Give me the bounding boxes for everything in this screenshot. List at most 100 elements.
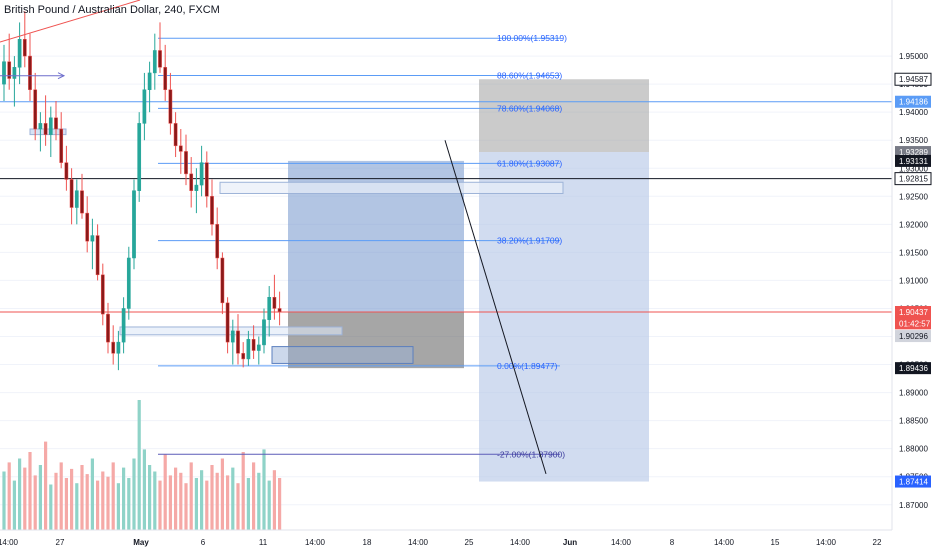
time-tick-label: Jun <box>563 538 577 547</box>
price-axis: 1.950001.945001.940001.935001.930001.925… <box>891 0 932 550</box>
price-badge-label: 1.94186 <box>899 98 928 107</box>
candle-body <box>225 302 230 343</box>
candle <box>225 297 230 354</box>
price-tick-label: 1.91500 <box>899 248 928 257</box>
candle-body <box>142 89 147 124</box>
price-badge-bg <box>895 362 931 375</box>
candle <box>256 336 261 365</box>
volume-bar <box>210 465 214 530</box>
candle-body <box>272 296 277 309</box>
volume-bar <box>179 472 183 530</box>
candle-body <box>204 162 209 197</box>
time-axis-bg <box>0 530 932 550</box>
price-badge-label: 1.93289 <box>899 148 928 157</box>
volume-bar <box>215 472 219 530</box>
candle-body <box>121 308 126 343</box>
candle <box>95 224 100 281</box>
candle-body <box>2 61 6 85</box>
candle-body <box>267 296 272 320</box>
candle <box>2 44 6 101</box>
price-badge-bg <box>895 475 931 488</box>
candle-body <box>7 61 12 79</box>
candle-body <box>80 190 84 214</box>
time-tick-label: 8 <box>670 538 675 547</box>
time-tick-label: 18 <box>363 538 372 547</box>
candle <box>85 196 90 253</box>
candles <box>2 11 282 371</box>
volume-bar <box>2 471 6 530</box>
candle-body <box>210 196 214 225</box>
candle-body <box>132 190 136 259</box>
time-tick-label: 14:00 <box>816 538 837 547</box>
price-badge-bg <box>894 72 932 86</box>
price-badge: 1.90437 <box>895 305 931 318</box>
time-tick-label: 14:00 <box>408 538 429 547</box>
volume-bar <box>278 478 282 530</box>
volume-bar <box>44 441 48 530</box>
fib-level-label: 100.00%(1.95319) <box>497 33 567 43</box>
candle <box>54 100 58 141</box>
candle <box>116 330 121 371</box>
candle-body <box>199 162 204 186</box>
zone-box <box>219 181 564 194</box>
volume-bar <box>226 475 230 530</box>
price-badge-bg <box>895 330 931 343</box>
candle-body <box>262 319 266 346</box>
candle-body <box>48 117 53 135</box>
candle-body <box>69 179 74 208</box>
zone-box <box>271 346 414 364</box>
time-tick-label: 11 <box>259 538 268 547</box>
candle <box>158 22 162 73</box>
volume-bar <box>184 483 188 530</box>
volume-bar <box>80 465 84 530</box>
volume-bar <box>137 400 141 530</box>
candle-body <box>173 123 178 147</box>
time-tick-label: 27 <box>56 538 65 547</box>
candle <box>184 134 188 186</box>
candle <box>121 297 126 354</box>
volume-bar <box>168 475 172 530</box>
candle <box>173 112 178 158</box>
price-badge: 1.94186 <box>895 95 931 108</box>
candle-body <box>230 330 235 343</box>
price-badge-label: 01:42:57 <box>899 319 931 328</box>
volume-bar <box>205 480 209 530</box>
candle <box>251 325 256 359</box>
candle <box>43 95 48 146</box>
candle <box>74 179 79 225</box>
candle-body <box>246 339 251 360</box>
fib-level-label: 88.60%(1.94653) <box>497 71 562 81</box>
arrow-head <box>57 72 66 80</box>
time-tick-label: 25 <box>465 538 474 547</box>
chart-title: British Pound / Australian Dollar, 240, … <box>4 4 220 16</box>
candle-body <box>106 313 110 343</box>
volume-bar <box>174 467 178 530</box>
volume-bar <box>90 458 94 530</box>
candle <box>38 112 43 152</box>
volume-bar <box>101 471 105 530</box>
short-position-tool <box>479 79 649 482</box>
price-tick-label: 1.88000 <box>899 445 928 454</box>
price-tick-label: 1.93500 <box>899 136 928 145</box>
candle-body <box>152 50 157 74</box>
price-tick-label: 1.95000 <box>899 52 928 61</box>
candle-body <box>111 341 116 354</box>
volume-bar <box>122 467 126 530</box>
candle <box>132 179 136 270</box>
volume-bar <box>236 483 240 530</box>
candle <box>28 33 32 101</box>
candle-body <box>184 151 188 175</box>
price-tick-label: 1.94000 <box>899 108 928 117</box>
candle-body <box>251 339 256 351</box>
candle-body <box>17 39 22 68</box>
candle <box>168 72 173 135</box>
volume-bar <box>246 478 250 530</box>
volume-bar <box>106 476 110 530</box>
volume-bar <box>28 452 32 530</box>
price-badge: 1.87414 <box>895 475 931 488</box>
volume-bar <box>241 452 245 530</box>
volume-bar <box>23 467 27 530</box>
candle-body <box>178 145 183 152</box>
